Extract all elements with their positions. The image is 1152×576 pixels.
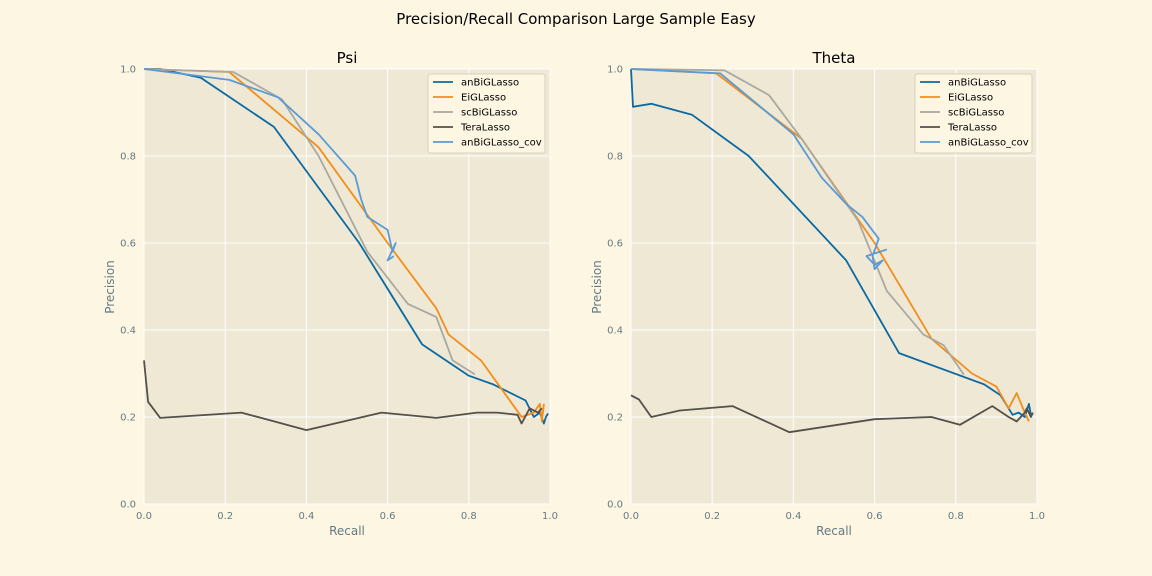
- psi-legend-label: anBiGLasso_cov: [461, 138, 542, 149]
- theta-lines: [630, 68, 1034, 434]
- theta-y-axis-label: Precision: [590, 260, 604, 314]
- psi-x-axis-label: Recall: [329, 524, 365, 538]
- psi-y-tick-label: 0.4: [120, 326, 136, 337]
- psi-legend-box: [427, 73, 546, 154]
- theta-x-tick-label: 1.0: [1029, 511, 1045, 522]
- psi-legend-label: EiGLasso: [461, 93, 506, 104]
- theta-series-anbiglasso-cov-line: [630, 68, 888, 271]
- psi-series-eiglasso-line: [143, 68, 545, 423]
- theta-x-tick-label: 0.0: [623, 511, 639, 522]
- psi-y-tick-label: 0.8: [120, 152, 136, 163]
- theta-x-tick-label: 0.4: [785, 511, 801, 522]
- theta-legend: anBiGLasso EiGLasso scBiGLasso TeraLasso anB…: [914, 73, 1033, 154]
- theta-y-tick-label: 0.4: [607, 326, 623, 337]
- theta-x-axis-label: Recall: [816, 524, 852, 538]
- psi-y-axis-label: Precision: [103, 260, 117, 314]
- theta-x-tick-label: 0.2: [704, 511, 720, 522]
- theta-series-teralasso-line: [630, 394, 1034, 434]
- psi-y-tick-label: 0.6: [120, 239, 136, 250]
- psi-x-tick-label: 1.0: [542, 511, 558, 522]
- psi-series-anbiglasso-line: [144, 68, 549, 425]
- psi-y-tick-label: 0.2: [120, 413, 136, 424]
- psi-panel: 0.0 0.2 0.4 0.6 0.8 1.0 0.0 0.2 0.4 0.6 0.8 1.0 Psi…: [103, 49, 558, 538]
- theta-x-tick-label: 0.6: [867, 511, 883, 522]
- theta-x-tick-label: 0.8: [948, 511, 964, 522]
- psi-x-tick-label: 0.0: [136, 511, 152, 522]
- psi-legend-label: TeraLasso: [460, 123, 510, 134]
- psi-legend-label: anBiGLasso: [461, 78, 519, 89]
- theta-panel: 0.0 0.2 0.4 0.6 0.8 1.0 0.0 0.2 0.4 0.6 0.8 1.0 The…: [590, 49, 1045, 538]
- theta-legend-label: anBiGLasso: [948, 78, 1006, 89]
- theta-y-tick-label: 1.0: [607, 65, 623, 76]
- theta-y-tick-label: 0.6: [607, 239, 623, 250]
- theta-legend-label: scBiGLasso: [948, 108, 1004, 119]
- psi-x-tick-label: 0.6: [380, 511, 396, 522]
- theta-legend-label: EiGLasso: [948, 93, 993, 104]
- theta-legend-label: TeraLasso: [947, 123, 997, 134]
- figure-title: Precision/Recall Comparison Large Sample…: [396, 10, 756, 28]
- theta-series-scbiglasso-line: [630, 68, 965, 376]
- psi-legend-label: scBiGLasso: [461, 108, 517, 119]
- theta-legend-box: [914, 73, 1033, 154]
- psi-x-tick-label: 0.2: [217, 511, 233, 522]
- psi-ticks: 0.0 0.2 0.4 0.6 0.8 1.0 0.0 0.2 0.4 0.6 0.8 1.0: [120, 65, 558, 523]
- psi-x-tick-label: 0.8: [461, 511, 477, 522]
- theta-ticks: 0.0 0.2 0.4 0.6 0.8 1.0 0.0 0.2 0.4 0.6 0.8 1.0: [607, 65, 1045, 523]
- theta-y-tick-label: 0.8: [607, 152, 623, 163]
- psi-series-anbiglasso-cov-line: [143, 68, 397, 262]
- theta-series-anbiglasso-line: [630, 68, 1032, 418]
- psi-series-teralasso-line: [143, 360, 543, 432]
- psi-y-tick-label: 1.0: [120, 65, 136, 76]
- theta-y-tick-label: 0.0: [607, 500, 623, 511]
- psi-legend: anBiGLasso EiGLasso scBiGLasso TeraLasso anB…: [427, 73, 546, 154]
- theta-title: Theta: [812, 49, 856, 67]
- psi-lines: [143, 68, 549, 432]
- psi-series-scbiglasso-line: [143, 68, 476, 376]
- theta-y-tick-label: 0.2: [607, 413, 623, 424]
- psi-x-tick-label: 0.4: [298, 511, 314, 522]
- theta-legend-label: anBiGLasso_cov: [948, 138, 1029, 149]
- psi-y-tick-label: 0.0: [120, 500, 136, 511]
- psi-title: Psi: [337, 49, 358, 67]
